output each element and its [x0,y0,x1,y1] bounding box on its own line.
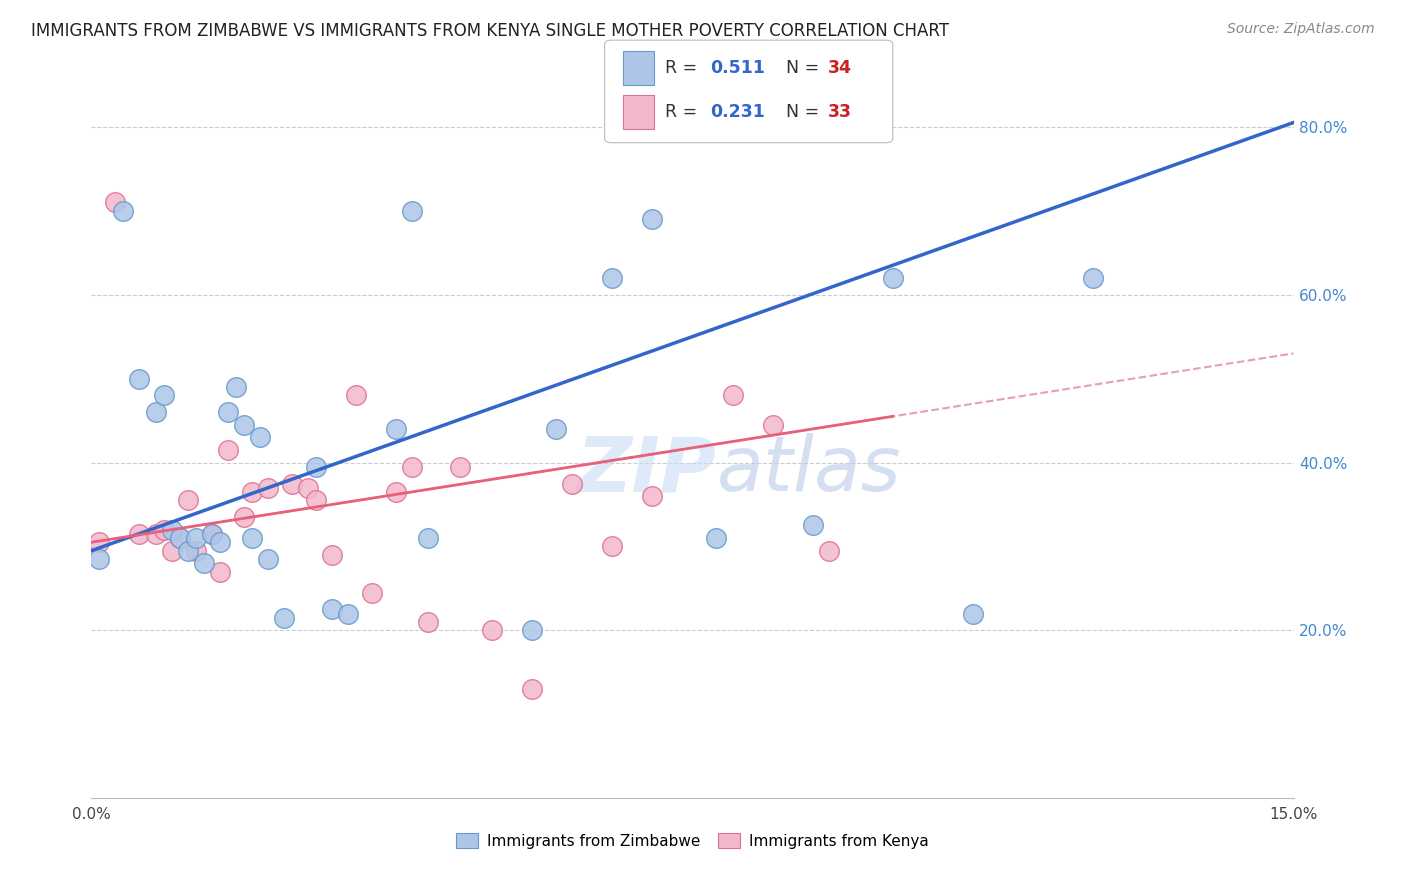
Point [104,195,127,210]
Text: atlas: atlas [717,434,901,507]
Point [249,430,271,444]
Point [240,484,263,499]
Point [160,543,183,558]
Text: 0.511: 0.511 [710,59,765,77]
Point [89,552,111,566]
Point [208,535,231,549]
Point [416,615,439,629]
Point [232,417,254,432]
Point [193,556,215,570]
Point [225,380,247,394]
Point [169,531,191,545]
Point [360,585,382,599]
Point [721,388,744,402]
Point [602,270,624,285]
Point [208,565,231,579]
Point [401,203,423,218]
Point [145,405,167,419]
Point [762,417,785,432]
Point [217,442,239,457]
Point [561,476,583,491]
Point [416,531,439,545]
Text: 34: 34 [828,59,852,77]
Point [201,527,224,541]
Point [321,602,343,616]
Legend: Immigrants from Zimbabwe, Immigrants from Kenya: Immigrants from Zimbabwe, Immigrants fro… [450,827,935,855]
Point [546,422,568,436]
Point [256,552,278,566]
Point [449,459,471,474]
Point [273,611,295,625]
Text: N =: N = [775,103,824,121]
Point [321,548,343,562]
Point [128,371,150,385]
Point [201,527,224,541]
Text: N =: N = [775,59,824,77]
Text: ZIP: ZIP [576,434,717,507]
Text: Source: ZipAtlas.com: Source: ZipAtlas.com [1227,22,1375,37]
Point [217,405,239,419]
Point [801,518,824,533]
Point [232,510,254,524]
Point [641,489,664,503]
Text: 33: 33 [828,103,852,121]
Point [481,624,503,638]
Point [385,422,408,436]
Point [602,540,624,554]
Point [89,535,111,549]
Point [641,212,664,227]
Point [160,523,183,537]
Point [152,388,174,402]
Point [336,607,359,621]
Text: IMMIGRANTS FROM ZIMBABWE VS IMMIGRANTS FROM KENYA SINGLE MOTHER POVERTY CORRELAT: IMMIGRANTS FROM ZIMBABWE VS IMMIGRANTS F… [31,22,949,40]
Text: R =: R = [665,103,703,121]
Point [112,203,135,218]
Point [176,543,198,558]
Point [184,543,207,558]
Point [305,493,328,508]
Point [281,476,304,491]
Point [344,388,367,402]
Point [385,484,408,499]
Point [297,481,319,495]
Point [128,527,150,541]
Text: R =: R = [665,59,703,77]
Point [706,531,728,545]
Point [522,682,544,697]
Point [240,531,263,545]
Point [962,607,984,621]
Point [522,624,544,638]
Point [176,493,198,508]
Point [169,531,191,545]
Point [256,481,278,495]
Point [145,527,167,541]
Point [882,270,904,285]
Point [305,459,328,474]
Point [401,459,423,474]
Point [184,531,207,545]
Point [152,523,174,537]
Point [817,543,839,558]
Text: 0.231: 0.231 [710,103,765,121]
Point [1083,270,1105,285]
